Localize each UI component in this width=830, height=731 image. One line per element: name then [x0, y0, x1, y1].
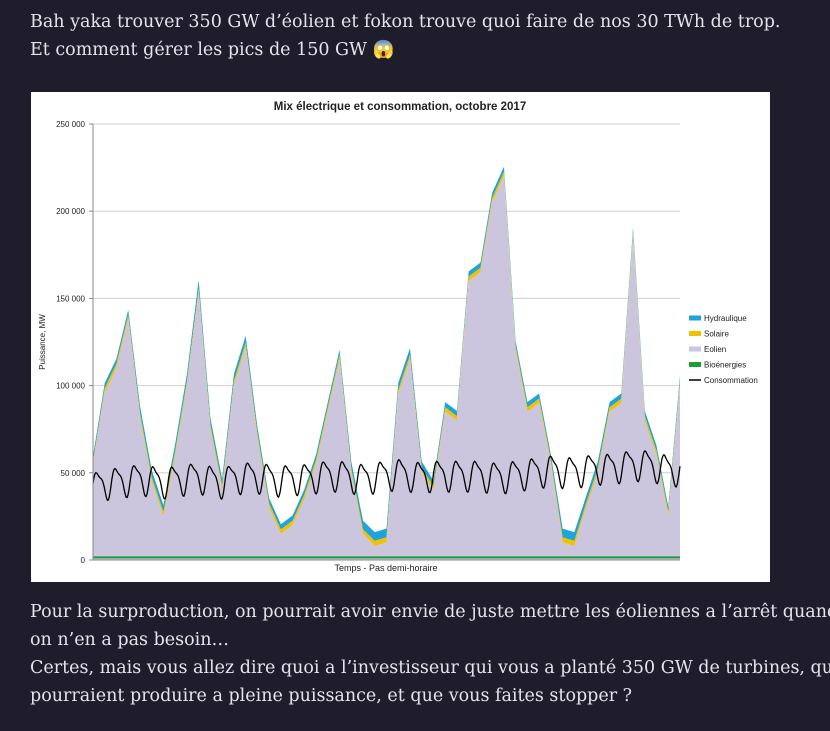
chart-svg: Mix électrique et consommation, octobre … [38, 101, 758, 573]
legend-label-4: Consommation [704, 376, 758, 385]
y-tick-0: 0 [81, 556, 86, 565]
conclusion-line-1: Pour la surproduction, on pourrait avoir… [30, 602, 830, 622]
area-eolien [93, 176, 680, 560]
stacked-areas [93, 166, 680, 560]
chart-title: Mix électrique et consommation, octobre … [274, 101, 526, 113]
legend-label-0: Hydraulique [704, 314, 747, 323]
legend: Hydraulique Solaire Eolien Bioénergies Conso… [689, 314, 758, 385]
legend-key-2 [689, 346, 701, 352]
y-tick-100000: 100 000 [56, 382, 85, 391]
consumption-lines [92, 449, 681, 559]
axes [92, 124, 680, 561]
y-axis-label: Puissance, MW [38, 314, 47, 370]
legend-key-1 [689, 331, 701, 336]
legend-label-1: Solaire [704, 330, 729, 339]
post-conclusion: Pour la surproduction, on pourrait avoir… [30, 598, 830, 710]
legend-key-3 [689, 362, 701, 367]
y-tick-250000: 250 000 [56, 120, 85, 129]
legend-key-0 [689, 315, 701, 321]
conclusion-line-2: on n’en a pas besoin… [30, 630, 230, 650]
line-consommation [92, 449, 681, 502]
y-tick-50000: 50 000 [61, 469, 86, 478]
intro-line-2: Et comment gérer les pics de 150 GW 😱 [30, 36, 810, 64]
legend-label-3: Bioénergies [704, 361, 746, 370]
y-tick-labels: 0 50 000 100 000 150 000 200 000 250 000 [56, 120, 85, 565]
post-intro: Bah yaka trouver 350 GW d’éolien et foko… [30, 8, 810, 64]
scream-emoji-icon: 😱 [372, 40, 395, 60]
conclusion-line-3: Certes, mais vous allez dire quoi a l’in… [30, 658, 830, 678]
y-tick-200000: 200 000 [56, 207, 85, 216]
conclusion-line-4: pourraient produire a pleine puissance, … [30, 686, 633, 706]
legend-label-2: Eolien [704, 345, 726, 354]
chart-image: Mix électrique et consommation, octobre … [31, 92, 770, 582]
x-axis-label: Temps - Pas demi-horaire [334, 563, 437, 573]
y-tick-150000: 150 000 [56, 294, 85, 303]
intro-line-2-text: Et comment gérer les pics de 150 GW [30, 40, 368, 60]
intro-line-1: Bah yaka trouver 350 GW d’éolien et foko… [30, 12, 781, 32]
